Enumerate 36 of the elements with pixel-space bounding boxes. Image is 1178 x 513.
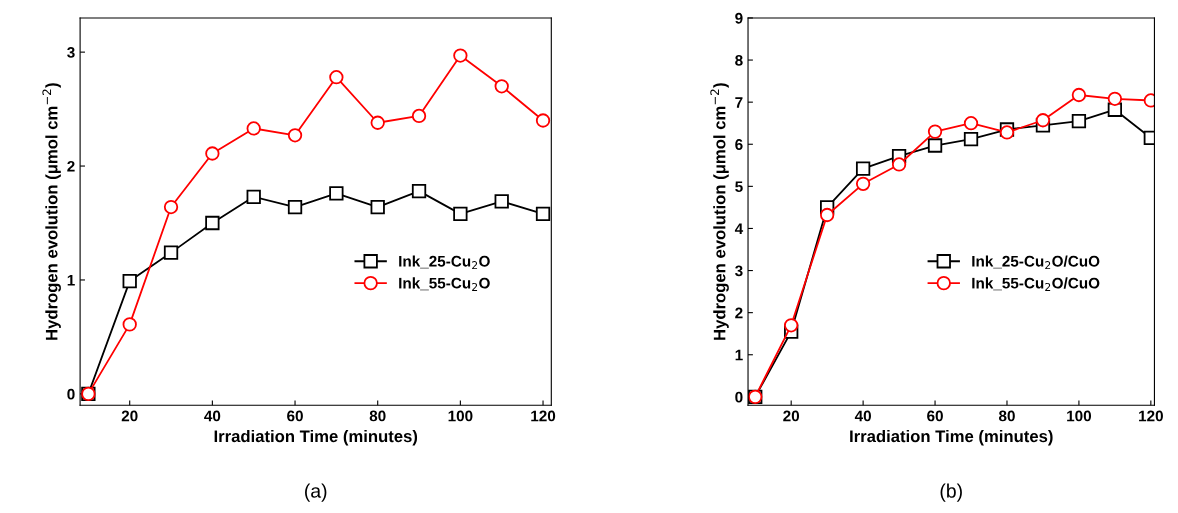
x-tick-label: 120 (1139, 410, 1163, 422)
y-axis-title: Hydrogen evolution (μmol cm$^{−2}$) (710, 83, 729, 340)
y-tick-label: 2 (735, 307, 743, 319)
x-tick-label: 20 (783, 410, 800, 422)
x-tick-label: 80 (369, 410, 386, 422)
y-tick-label: 3 (735, 265, 743, 277)
x-axis-title: Irradiation Time (minutes) (214, 429, 418, 446)
legend-label: Ink_55-Cu$_{2}$O (399, 277, 490, 291)
x-tick-label: 80 (998, 410, 1015, 422)
y-tick-label: 0 (67, 388, 75, 400)
x-tick-label: 120 (531, 410, 556, 422)
y-tick-label: 3 (67, 47, 75, 58)
y-axis-title: Hydrogen evolution (μmol cm$^{−2}$) (42, 83, 61, 340)
y-tick-label: 1 (735, 349, 743, 361)
y-tick-label: 6 (735, 139, 743, 150)
y-tick-label: 5 (735, 181, 743, 193)
x-axis-title: Irradiation Time (minutes) (850, 429, 1053, 446)
text: (b) (940, 483, 962, 502)
text: (a) (305, 483, 327, 502)
legend-label: Ink_25-Cu$_{2}$O/CuO (972, 255, 1100, 270)
x-tick-label: 20 (121, 410, 138, 422)
x-tick-label: 60 (287, 410, 303, 422)
y-tick-label: 1 (67, 274, 75, 286)
legend-label: Ink_55-Cu$_{2}$O/CuO (972, 277, 1100, 291)
x-tick-label: 100 (448, 410, 473, 422)
y-tick-label: 0 (735, 391, 743, 403)
legend-label: Ink_25-Cu$_{2}$O (399, 255, 490, 270)
x-tick-label: 40 (854, 410, 871, 422)
y-tick-label: 9 (735, 12, 743, 24)
y-tick-label: 4 (734, 223, 744, 234)
y-tick-label: 7 (735, 97, 743, 108)
x-tick-label: 40 (204, 410, 221, 422)
x-tick-label: 60 (927, 410, 943, 422)
y-tick-label: 8 (735, 54, 743, 66)
x-tick-label: 100 (1067, 410, 1092, 422)
y-tick-label: 2 (67, 160, 75, 172)
